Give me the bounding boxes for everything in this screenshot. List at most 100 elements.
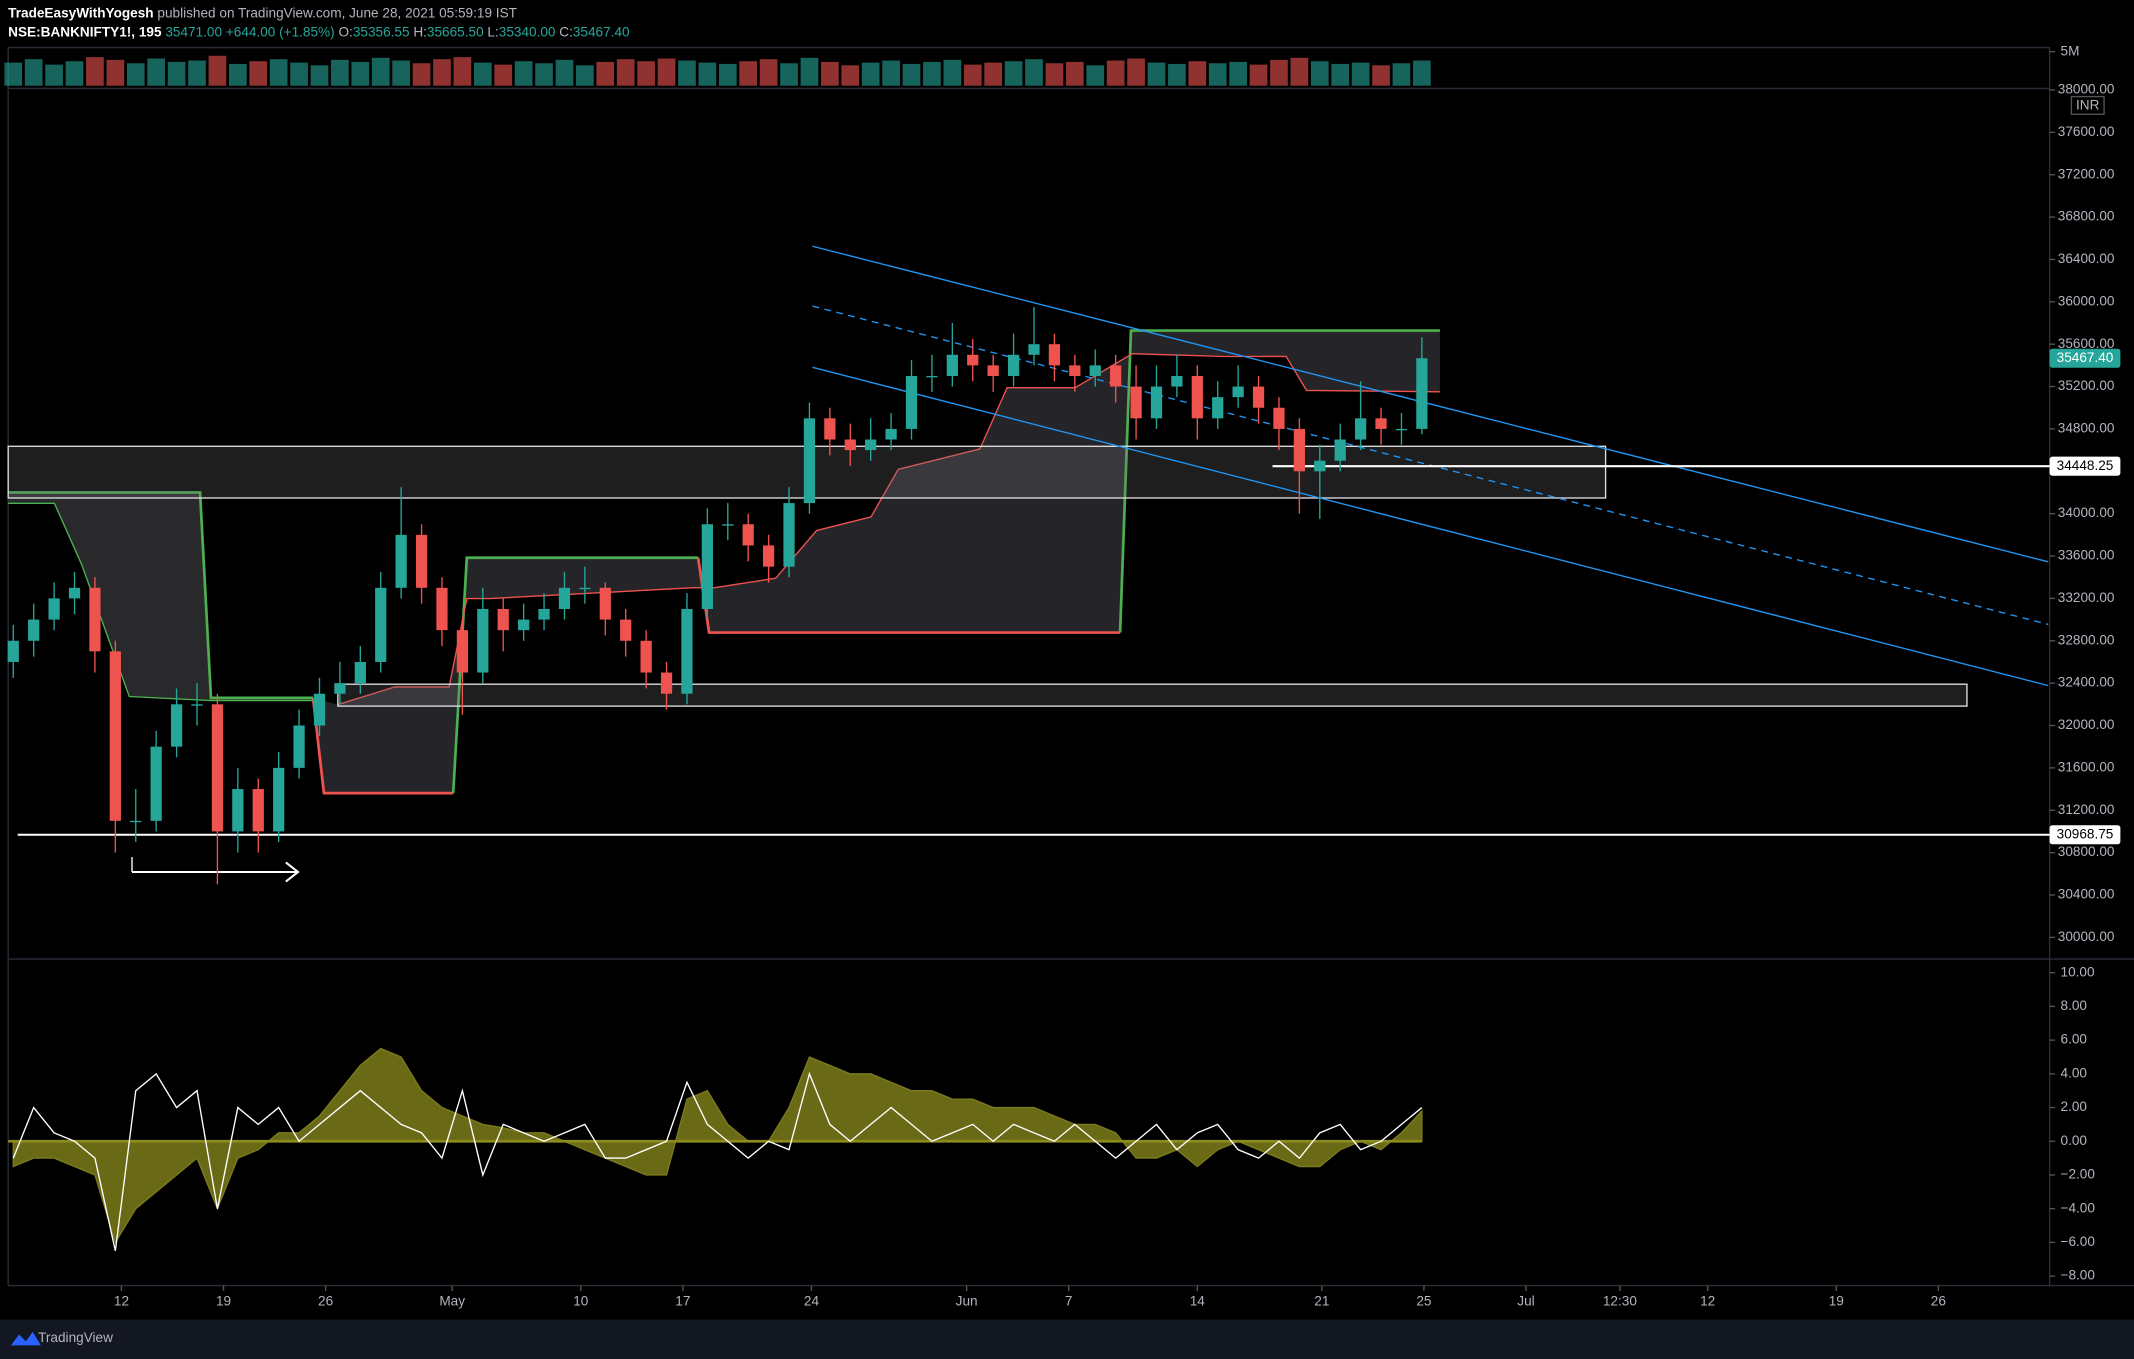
x-tick-label: 19	[216, 1293, 231, 1308]
currency-box	[2070, 95, 2105, 115]
published: published on TradingView.com, June 28, 2…	[157, 5, 517, 20]
y-tick-label: 36000.00	[2058, 293, 2115, 308]
cloud-edge	[337, 353, 1440, 706]
volume-bar	[371, 57, 390, 86]
x-tick-label: Jun	[956, 1293, 978, 1308]
candle-body	[783, 503, 795, 567]
volume-bar	[331, 59, 349, 86]
volume-bar	[1351, 62, 1370, 86]
osc-tick-label: 10.00	[2061, 964, 2095, 979]
x-tick-label: 12	[114, 1293, 129, 1308]
y-tick-label: 34000.00	[2058, 505, 2115, 520]
candle-body	[1293, 428, 1305, 472]
candle-body	[1355, 418, 1367, 440]
volume-bar	[1004, 61, 1023, 86]
y-tick-label: 32800.00	[2058, 632, 2115, 647]
candle-body	[762, 545, 775, 567]
volume-bar	[759, 59, 778, 86]
volume-tick-label: 5M	[2061, 43, 2080, 58]
symbol: NSE:BANKNIFTY1!, 195	[8, 24, 162, 39]
candle-body	[538, 608, 550, 620]
level-label: 30968.75	[2057, 826, 2114, 841]
volume-bar	[739, 61, 758, 86]
volume-bar	[1065, 61, 1084, 86]
osc-tick-label: −6.00	[2061, 1234, 2096, 1249]
candle-body	[354, 661, 366, 684]
volume-bar	[24, 59, 43, 86]
y-tick-label: 31600.00	[2058, 759, 2115, 774]
volume-bar	[310, 65, 329, 86]
volume-bar	[1392, 63, 1411, 86]
volume-bar	[86, 57, 104, 86]
candle-body	[885, 428, 897, 440]
candle-body	[130, 820, 142, 823]
arrow-head	[285, 861, 300, 883]
volume-bar	[718, 63, 737, 86]
candle-body	[1130, 386, 1142, 419]
y-tick-label: 38000.00	[2058, 82, 2115, 97]
x-tick-label: 21	[1314, 1293, 1329, 1308]
candle-body	[48, 598, 60, 620]
volume-bar	[1127, 58, 1145, 86]
candle-body	[1375, 418, 1387, 429]
volume-bar	[1229, 61, 1247, 86]
y-tick-label: 37200.00	[2058, 166, 2115, 181]
candle-body	[456, 630, 469, 673]
close: 35467.40	[573, 24, 630, 39]
y-tick-label: 36400.00	[2058, 251, 2115, 266]
x-tick-label: 14	[1190, 1293, 1206, 1308]
y-tick-label: 32400.00	[2058, 675, 2115, 690]
cloud-fill	[8, 492, 314, 701]
candle-body	[1089, 365, 1101, 376]
cloud-line	[311, 697, 454, 795]
volume-bar	[514, 61, 533, 86]
y-tick-label: 37600.00	[2058, 124, 2115, 139]
volume-bar	[657, 58, 676, 86]
candle-body	[395, 534, 407, 588]
currency: INR	[2076, 98, 2100, 113]
open: 35356.55	[353, 24, 410, 39]
candle-body	[701, 524, 713, 609]
volume-bar	[1086, 65, 1105, 86]
volume-bar	[167, 61, 186, 86]
candle-body	[150, 746, 162, 821]
volume-bar	[1270, 59, 1288, 86]
last-price-label: 35467.40	[2057, 350, 2114, 365]
candle-body	[1252, 386, 1265, 408]
volume-bar	[1188, 61, 1207, 86]
candle-body	[1171, 375, 1183, 387]
volume-bar	[963, 64, 982, 86]
volume-bar	[249, 61, 268, 86]
osc-tick-label: −2.00	[2061, 1167, 2096, 1182]
y-tick-label: 35600.00	[2058, 336, 2115, 351]
candle-body	[803, 418, 816, 504]
candle-body	[89, 587, 101, 652]
volume-bar	[453, 57, 472, 86]
candle-body	[109, 651, 121, 821]
x-tick-label: 12:30	[1603, 1293, 1637, 1308]
header-line: TradeEasyWithYogesh published on Trading…	[8, 5, 517, 20]
osc-tick-label: −4.00	[2061, 1200, 2096, 1215]
x-tick-label: 26	[1931, 1293, 1946, 1308]
y-tick-label: 32000.00	[2058, 717, 2115, 732]
volume-bar	[596, 61, 615, 86]
x-tick-label: 7	[1065, 1293, 1073, 1308]
x-tick-label: 12	[1700, 1293, 1715, 1308]
volume-bar	[882, 60, 900, 86]
candle-body	[7, 640, 19, 662]
volume-bar	[555, 59, 574, 86]
y-tick-label: 33600.00	[2058, 548, 2115, 563]
y-tick-label: 30800.00	[2058, 844, 2115, 859]
candle-body	[211, 704, 224, 832]
candle-body	[905, 375, 918, 429]
volume-bar	[1290, 57, 1309, 86]
cloud-line	[8, 491, 314, 700]
osc-tick-label: 0.00	[2061, 1133, 2088, 1148]
volume-bar	[841, 65, 860, 86]
candle-body	[1007, 354, 1020, 376]
volume-bar	[780, 63, 798, 86]
cloud-fill	[313, 330, 1440, 794]
footer-brand: TradingView	[38, 1330, 113, 1345]
volume-bar	[473, 62, 492, 86]
candle-body	[170, 704, 183, 747]
